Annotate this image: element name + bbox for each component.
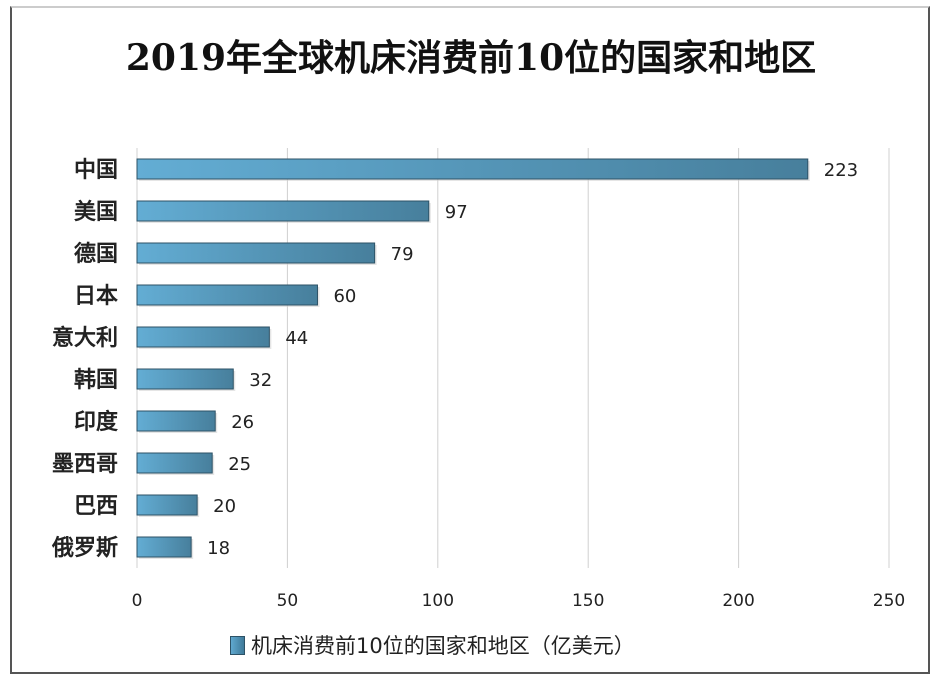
data-label: 60	[333, 286, 356, 307]
category-label: 印度	[74, 409, 119, 435]
data-label: 79	[391, 244, 414, 265]
x-tick-label: 50	[277, 591, 299, 611]
category-label: 德国	[74, 241, 118, 267]
bar	[136, 200, 430, 222]
x-tick-label: 0	[132, 591, 143, 611]
category-label: 意大利	[52, 325, 118, 351]
data-label: 26	[231, 412, 254, 433]
category-label: 巴西	[74, 494, 118, 519]
bar	[136, 158, 809, 180]
data-label: 223	[824, 160, 858, 181]
data-label: 20	[213, 496, 236, 517]
bar	[136, 368, 234, 390]
category-label: 墨西哥	[52, 452, 118, 477]
x-tick-label: 250	[873, 591, 905, 611]
bar	[136, 242, 376, 264]
category-label: 俄罗斯	[51, 535, 118, 561]
data-label: 97	[445, 202, 468, 223]
bar	[136, 410, 216, 432]
legend: 机床消费前10位的国家和地区（亿美元）	[230, 630, 635, 660]
data-label: 18	[207, 538, 230, 559]
bar	[136, 452, 213, 474]
legend-swatch	[230, 635, 245, 655]
category-label: 日本	[74, 284, 118, 309]
data-label: 44	[285, 328, 308, 349]
bar	[136, 494, 198, 516]
chart-title: 2019年全球机床消费前10位的国家和地区	[125, 37, 817, 79]
legend-label: 机床消费前10位的国家和地区（亿美元）	[251, 634, 635, 658]
bar	[136, 284, 318, 306]
category-label: 美国	[74, 199, 118, 225]
bar	[136, 536, 192, 558]
data-label: 25	[228, 454, 251, 475]
category-label: 韩国	[74, 367, 118, 393]
bar	[136, 326, 270, 348]
data-label: 32	[249, 370, 272, 391]
x-tick-label: 150	[572, 591, 604, 611]
category-label: 中国	[74, 158, 118, 183]
chart-frame	[10, 6, 930, 674]
x-tick-label: 100	[422, 591, 454, 611]
x-tick-label: 200	[722, 591, 754, 611]
